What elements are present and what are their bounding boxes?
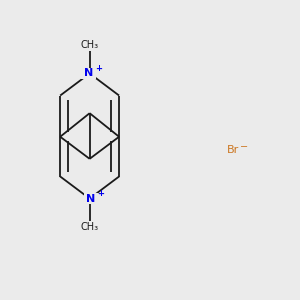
Bar	[79, 40, 100, 51]
Text: −: −	[240, 142, 248, 152]
Bar	[79, 221, 100, 232]
Text: CH₃: CH₃	[81, 40, 99, 50]
Bar	[81, 68, 95, 79]
Text: CH₃: CH₃	[81, 222, 99, 232]
Text: N: N	[86, 194, 96, 204]
Bar	[84, 193, 98, 205]
Text: N: N	[83, 68, 93, 78]
Text: Br: Br	[226, 145, 239, 155]
Text: +: +	[97, 189, 104, 198]
Text: +: +	[96, 64, 103, 73]
